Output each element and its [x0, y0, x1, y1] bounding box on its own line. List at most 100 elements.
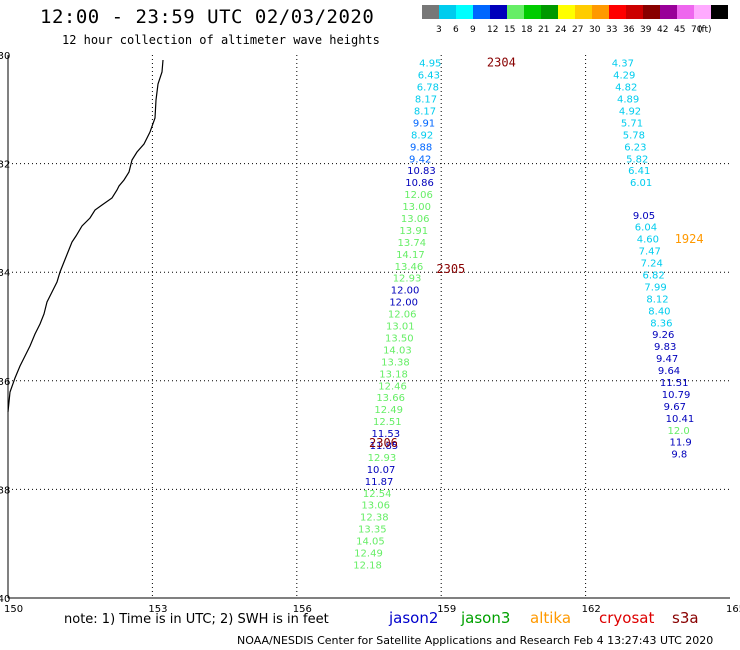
lon-tick-label: 153 [148, 604, 167, 615]
swh-value: 13.46 [395, 262, 424, 273]
swh-value: 11.51 [660, 378, 689, 389]
colorbar-swatch [592, 5, 609, 19]
swh-value: 5.78 [623, 130, 645, 141]
colorbar-swatch [711, 5, 728, 19]
coastline [7, 59, 164, 413]
colorbar-tick-label: 24 [555, 25, 567, 35]
color-scale-bar: 3 6 9 12 15 18 21 24 27 30 33 36 39 42 45 70(ft) [422, 5, 728, 35]
swh-value: 13.66 [376, 393, 405, 404]
swh-value: 13.01 [386, 322, 415, 333]
swh-value: 12.00 [389, 298, 418, 309]
swh-value: 6.78 [417, 83, 439, 94]
colorbar-swatch [439, 5, 456, 19]
swh-value: 4.37 [612, 59, 634, 70]
pass-label: 1924 [675, 232, 704, 246]
swh-value: 13.38 [381, 357, 410, 368]
map-subtitle: 12 hour collection of altimeter wave hei… [62, 33, 380, 47]
colorbar-swatch [524, 5, 541, 19]
swh-value: 13.06 [401, 214, 430, 225]
lat-tick-label: -34 [0, 268, 10, 279]
track-2304-2306: 4.956.436.788.178.179.918.929.889.4210.8… [353, 59, 441, 572]
swh-value: 11.53 [372, 429, 401, 440]
colorbar-tick-label: 9 [470, 25, 476, 35]
swh-value: 9.26 [652, 330, 674, 341]
swh-value: 9.91 [413, 118, 435, 129]
swh-value: 11.9 [669, 438, 691, 449]
swh-value: 8.92 [411, 130, 433, 141]
lat-tick-label: -30 [0, 51, 10, 62]
swh-value: 8.12 [646, 294, 668, 305]
swh-value: 10.86 [405, 178, 434, 189]
swh-value: 13.06 [361, 501, 390, 512]
colorbar-tick-label: 15 [504, 25, 515, 35]
swh-value: 8.17 [415, 95, 437, 106]
swh-value: 4.82 [615, 83, 637, 94]
swh-value: 8.36 [650, 318, 672, 329]
units-note: note: 1) Time is in UTC; 2) SWH is in fe… [64, 612, 329, 627]
colorbar-tick-label: 39 [640, 25, 652, 35]
swh-value: 4.60 [637, 235, 659, 246]
colorbar-unit: (ft) [698, 25, 712, 35]
track-1924: 4.374.294.824.894.925.715.786.235.826.41… [612, 59, 695, 461]
swh-value: 9.8 [671, 450, 687, 461]
colorbar-tick-label: 30 [589, 25, 601, 35]
swh-value: 12.46 [378, 381, 407, 392]
swh-value: 14.03 [383, 345, 412, 356]
lat-tick-label: -36 [0, 377, 10, 388]
grid-lines [8, 55, 730, 598]
swh-value: 6.82 [643, 270, 665, 281]
colorbar-tick-label: 12 [487, 25, 498, 35]
swh-value: 13.00 [402, 202, 431, 213]
legend-jason3: jason3 [461, 609, 511, 627]
lon-tick-label: 165 [726, 604, 740, 615]
swh-value: 10.83 [407, 166, 436, 177]
swh-value: 14.05 [356, 537, 385, 548]
swh-value: 13.18 [379, 369, 408, 380]
swh-value: 12.49 [354, 549, 383, 560]
colorbar-swatch [575, 5, 592, 19]
swh-value: 8.17 [414, 106, 436, 117]
swh-value: 9.05 [633, 211, 655, 222]
swh-value: 11.85 [370, 441, 399, 452]
colorbar-swatch [490, 5, 507, 19]
swh-value: 10.07 [367, 465, 396, 476]
colorbar-swatch [643, 5, 660, 19]
colorbar-swatch [558, 5, 575, 19]
pass-label: 2306 [369, 436, 398, 450]
lon-tick-label: 159 [437, 604, 456, 615]
swh-value: 13.35 [358, 525, 387, 536]
colorbar-swatch [694, 5, 711, 19]
credit-line: NOAA/NESDIS Center for Satellite Applica… [237, 634, 714, 647]
swh-value: 12.06 [388, 310, 417, 321]
swh-value: 8.40 [648, 306, 670, 317]
colorbar-swatch [677, 5, 694, 19]
swh-value: 12.06 [404, 190, 433, 201]
swh-value: 4.29 [613, 71, 635, 82]
swh-value: 12.18 [353, 560, 382, 571]
swh-value: 4.89 [617, 95, 639, 106]
swh-value: 13.50 [385, 333, 414, 344]
legend-cryosat: cryosat [599, 609, 655, 627]
colorbar-tick-label: 33 [606, 25, 617, 35]
colorbar-swatch [422, 5, 439, 19]
colorbar-tick-label: 3 [436, 25, 442, 35]
colorbar-swatch [456, 5, 473, 19]
swh-value: 13.74 [398, 238, 427, 249]
colorbar-swatch [507, 5, 524, 19]
swh-value: 9.67 [664, 402, 686, 413]
colorbar-tick-label: 36 [623, 25, 635, 35]
swh-value: 6.01 [630, 178, 652, 189]
colorbar-tick-label: 42 [657, 25, 668, 35]
swh-value: 12.51 [373, 417, 402, 428]
colorbar-swatch [609, 5, 626, 19]
swh-value: 12.0 [668, 426, 690, 437]
swh-value: 14.17 [396, 250, 425, 261]
swh-value: 6.41 [628, 166, 650, 177]
swh-value: 12.93 [368, 453, 397, 464]
swh-value: 12.00 [391, 286, 420, 297]
swh-value: 7.99 [644, 282, 666, 293]
swh-value: 12.38 [360, 513, 389, 524]
lon-tick-label: 156 [293, 604, 312, 615]
